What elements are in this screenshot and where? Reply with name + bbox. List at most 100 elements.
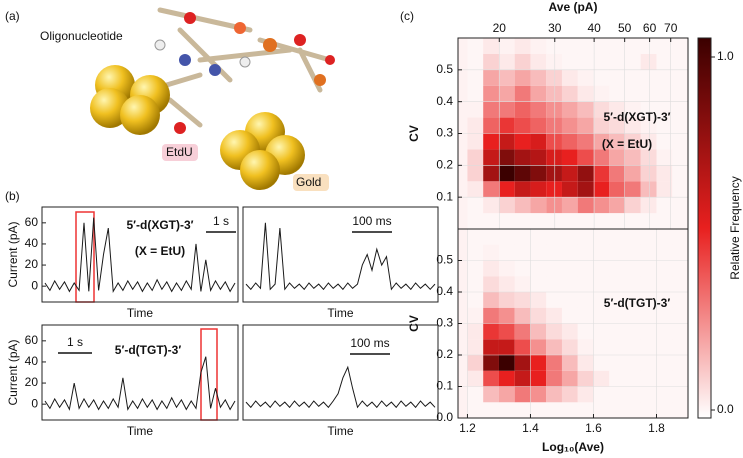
heatmap-cell [624, 355, 641, 371]
heatmap-cell [656, 229, 673, 245]
heatmap-cell [546, 181, 562, 198]
heatmap-cell [672, 402, 688, 418]
current-trace [245, 365, 436, 409]
heatmap-cell [483, 149, 499, 166]
heatmap-cell [546, 149, 562, 166]
heatmap-cell [577, 292, 594, 308]
heatmap-cell [609, 323, 625, 340]
heatmap-cell [593, 101, 610, 118]
heatmap-cell [577, 260, 594, 277]
heatmap-cell [672, 323, 688, 340]
heatmap-cell [609, 69, 625, 86]
heatmap-cell [498, 355, 515, 371]
heatmap-cell [498, 323, 515, 340]
heatmap-cell [624, 323, 641, 340]
heatmap-cell [656, 53, 673, 70]
heatmap-cell [467, 38, 484, 54]
heatmap-cell [672, 292, 688, 308]
heatmap-cell [656, 133, 673, 150]
heatmap-cell [640, 244, 657, 261]
current-trace [44, 217, 236, 294]
y-tick-label: 60 [25, 333, 39, 347]
heatmap-cell [593, 197, 610, 214]
heatmap-cell [609, 307, 625, 324]
y-tick-label: 20 [25, 257, 39, 271]
heatmap-cell [467, 213, 484, 229]
heatmap-cell [656, 323, 673, 340]
heatmap-cell [467, 149, 484, 166]
heatmap-cell [514, 260, 531, 277]
heatmap-cell [467, 323, 484, 340]
heatmap-cell [546, 307, 562, 324]
y-tick-label: 0.1 [436, 189, 453, 203]
heatmap-cell [640, 38, 657, 54]
heatmap-cell [577, 117, 594, 134]
heatmap-cell [656, 260, 673, 277]
heatmap-cell [498, 85, 515, 102]
heatmap-cell [640, 339, 657, 355]
heatmap-cell [656, 386, 673, 403]
heatmap-cell [546, 339, 562, 355]
heatmap-cell [640, 197, 657, 214]
heatmap-cell [609, 133, 625, 150]
heatmap-cell [546, 101, 562, 118]
heatmap-cell [530, 197, 547, 214]
y-tick-label: 60 [25, 215, 39, 229]
heatmap-cell [483, 85, 499, 102]
heatmap-cell [609, 229, 625, 245]
heatmap-cell [514, 149, 531, 166]
sequence-label: 5′-d(XGT)-3′ [603, 110, 670, 124]
heatmap-cell [530, 307, 547, 324]
heatmap-cell [546, 355, 562, 371]
heatmap-cell [514, 85, 531, 102]
y-tick-label: 0.3 [436, 126, 453, 140]
heatmap-cell [640, 276, 657, 292]
heatmap-cell [593, 355, 610, 371]
heatmap-cell [593, 85, 610, 102]
heatmap-cell [672, 101, 688, 118]
heatmap-cell [656, 307, 673, 324]
heatmap-cell [672, 229, 688, 245]
heatmap-cell [483, 402, 499, 418]
heatmap-cell [546, 197, 562, 214]
heatmap-cell [609, 181, 625, 198]
x2-tick-label: 30 [548, 21, 562, 35]
heatmap-cell [483, 181, 499, 198]
heatmap-cell [640, 213, 657, 229]
heatmap-cell [530, 53, 547, 70]
heatmap-cell [546, 69, 562, 86]
heatmap-cell [546, 244, 562, 261]
heatmap-cell [546, 85, 562, 102]
x-tick-label: 1.2 [459, 421, 476, 435]
heatmap-cell [624, 197, 641, 214]
heatmap-cell [640, 117, 657, 134]
heatmap-cell [546, 370, 562, 387]
heatmap-cell [593, 149, 610, 166]
heatmap-cell [530, 402, 547, 418]
heatmap-cell [624, 292, 641, 308]
heatmap-cell [609, 244, 625, 261]
heatmap-cell [640, 133, 657, 150]
heatmap-cell [498, 402, 515, 418]
heatmap-cell [593, 229, 610, 245]
heatmap-cell [561, 213, 578, 229]
heatmap-cell [467, 85, 484, 102]
heatmap-cell [656, 355, 673, 371]
heatmap-cell [624, 339, 641, 355]
heatmap-cell [577, 355, 594, 371]
heatmap-cell [530, 213, 547, 229]
heatmap-cell [514, 213, 531, 229]
heatmap-cell [577, 101, 594, 118]
heatmap-cell [514, 69, 531, 86]
heatmap-cell [483, 355, 499, 371]
heatmap-cell [514, 355, 531, 371]
heatmap-cell [672, 149, 688, 166]
heatmap-cell [467, 53, 484, 70]
heatmap-cell [672, 260, 688, 277]
heatmap-cell [561, 85, 578, 102]
heatmap-cell [546, 133, 562, 150]
heatmap-cell [624, 402, 641, 418]
colorbar-label: Relative Frequency [728, 176, 742, 279]
heatmap-cell [656, 149, 673, 166]
